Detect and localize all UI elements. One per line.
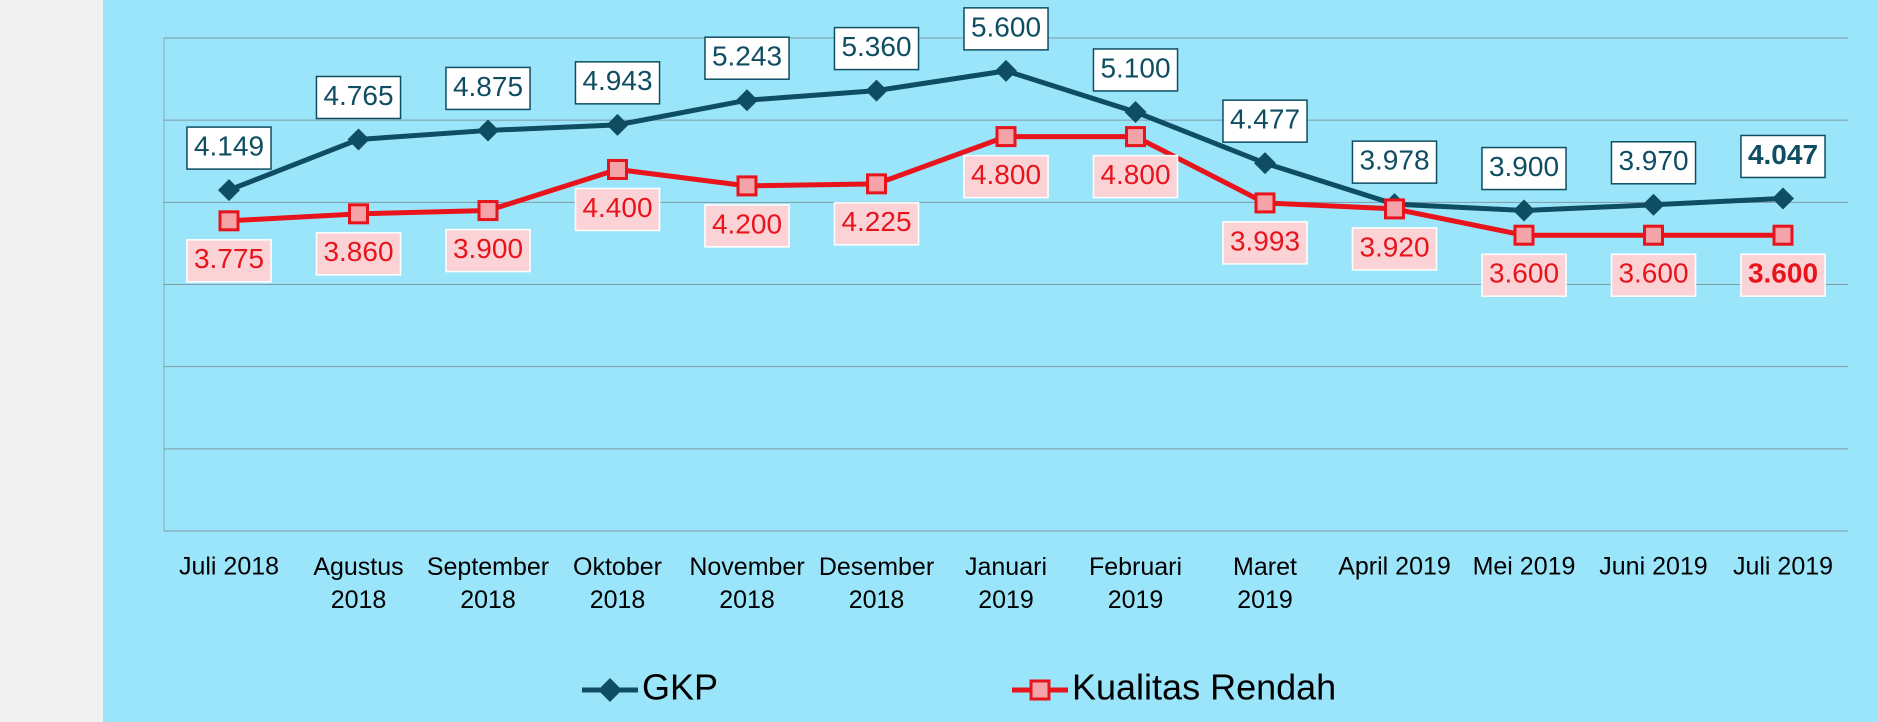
data-label-text: 3.900 — [453, 233, 523, 264]
data-label-text: 4.047 — [1748, 139, 1818, 170]
data-label-text: 4.800 — [1100, 159, 1170, 190]
data-label-text: 3.775 — [194, 243, 264, 274]
x-tick-label: April 2019 — [1338, 553, 1451, 581]
data-label: 4.149 — [187, 127, 271, 169]
data-point — [997, 128, 1015, 146]
data-label-text: 4.477 — [1230, 104, 1300, 135]
data-label-text: 4.943 — [582, 65, 652, 96]
data-label-text: 3.860 — [323, 236, 393, 267]
data-label: 5.243 — [705, 37, 789, 79]
data-label-text: 3.978 — [1359, 145, 1429, 176]
data-label: 5.600 — [964, 8, 1048, 50]
data-point — [220, 212, 238, 230]
data-point — [738, 177, 756, 195]
data-label-text: 3.600 — [1489, 258, 1559, 289]
data-label: 4.047 — [1741, 135, 1825, 177]
data-label: 3.860 — [316, 233, 400, 275]
data-label-text: 5.600 — [971, 11, 1041, 42]
legend-marker — [1031, 681, 1049, 699]
legend-label: Kualitas Rendah — [1072, 667, 1336, 708]
data-label-text: 3.900 — [1489, 151, 1559, 182]
data-label: 3.970 — [1611, 142, 1695, 184]
data-label: 4.943 — [575, 62, 659, 104]
data-label: 4.200 — [705, 205, 789, 247]
data-label-text: 5.100 — [1100, 52, 1170, 83]
data-label-text: 4.200 — [712, 208, 782, 239]
data-label-text: 4.400 — [582, 192, 652, 223]
data-point — [479, 202, 497, 220]
data-label: 4.875 — [446, 67, 530, 109]
data-label: 3.900 — [1482, 148, 1566, 190]
data-label: 3.600 — [1741, 254, 1825, 296]
legend-label: GKP — [642, 667, 718, 708]
data-label: 4.225 — [834, 203, 918, 245]
data-point — [868, 175, 886, 193]
data-point — [1256, 194, 1274, 212]
data-point — [1645, 226, 1663, 244]
data-label-text: 3.920 — [1359, 231, 1429, 262]
data-label-text: 4.875 — [453, 71, 523, 102]
data-point — [1515, 226, 1533, 244]
data-label-text: 4.225 — [841, 206, 911, 237]
data-label: 3.600 — [1482, 254, 1566, 296]
data-label: 3.993 — [1223, 222, 1307, 264]
data-label: 3.775 — [187, 240, 271, 282]
data-label-text: 4.149 — [194, 130, 264, 161]
data-label-text: 3.970 — [1618, 145, 1688, 176]
x-tick-label: Juli 2019 — [1733, 553, 1833, 581]
data-point — [1386, 200, 1404, 218]
data-label: 3.600 — [1611, 254, 1695, 296]
x-tick-label: Juni 2019 — [1599, 553, 1707, 581]
data-label: 3.900 — [446, 230, 530, 272]
data-label: 3.978 — [1352, 141, 1436, 183]
data-label-text: 4.800 — [971, 159, 1041, 190]
data-point — [350, 205, 368, 223]
data-point — [1774, 226, 1792, 244]
data-label-text: 5.243 — [712, 41, 782, 72]
chart: Juli 2018Agustus2018September2018Oktober… — [0, 0, 1878, 722]
data-label-text: 3.993 — [1230, 225, 1300, 256]
data-label: 4.400 — [575, 188, 659, 230]
data-label: 3.920 — [1352, 228, 1436, 270]
x-tick-label: Juli 2018 — [179, 553, 279, 581]
data-label: 4.800 — [964, 156, 1048, 198]
data-label-text: 3.600 — [1748, 258, 1818, 289]
data-point — [609, 160, 627, 178]
data-label: 4.800 — [1093, 156, 1177, 198]
data-label: 5.100 — [1093, 49, 1177, 91]
data-label-text: 3.600 — [1618, 258, 1688, 289]
data-label: 4.765 — [316, 76, 400, 118]
x-tick-label: Mei 2019 — [1473, 553, 1576, 581]
data-label-text: 4.765 — [323, 80, 393, 111]
data-point — [1127, 128, 1145, 146]
data-label: 4.477 — [1223, 100, 1307, 142]
data-label-text: 5.360 — [841, 31, 911, 62]
data-label: 5.360 — [834, 28, 918, 70]
